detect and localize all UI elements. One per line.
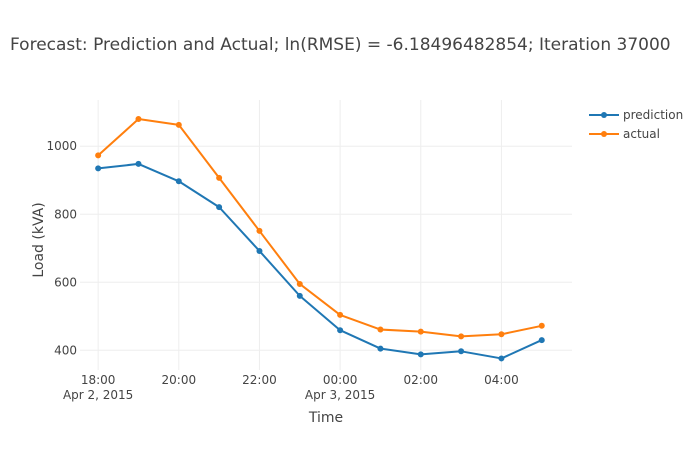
data-point-prediction[interactable] [175,178,182,185]
data-point-prediction[interactable] [498,355,505,362]
series-actual [95,116,545,340]
legend-label: prediction [623,108,683,122]
data-point-actual[interactable] [417,328,424,335]
data-point-prediction[interactable] [256,247,263,254]
series-prediction [95,160,545,362]
data-point-actual[interactable] [337,311,344,318]
x-tick-label: 04:00 [484,373,519,387]
series-line-actual [97,118,542,338]
series-line-prediction [98,162,543,360]
legend[interactable]: prediction actual [589,108,683,141]
series-layer [95,116,545,362]
legend-item-actual[interactable]: actual [589,127,660,141]
data-point-actual[interactable] [135,116,142,123]
y-tick-label: 800 [54,207,77,221]
y-tick-label: 600 [54,275,77,289]
data-point-actual[interactable] [216,174,223,181]
x-tick-label: 22:00 [242,373,277,387]
data-point-actual[interactable] [498,331,505,338]
x-tick-date-label: Apr 3, 2015 [305,388,375,402]
data-point-prediction[interactable] [95,165,102,172]
data-point-prediction[interactable] [135,160,142,167]
data-point-actual[interactable] [538,322,545,329]
data-point-actual[interactable] [458,333,465,340]
x-tick-date-label: Apr 2, 2015 [63,388,133,402]
y-axis-title: Load (kVA) [31,202,47,277]
y-axis-ticks: 400 600 800 1000 [46,139,77,357]
data-point-prediction[interactable] [458,348,465,355]
data-point-actual[interactable] [95,152,102,159]
data-point-prediction[interactable] [337,327,344,334]
x-tick-label: 18:00 [81,373,116,387]
y-tick-label: 400 [54,343,77,357]
data-point-prediction[interactable] [538,337,545,344]
grid [80,100,572,370]
y-tick-label: 1000 [46,139,77,153]
legend-label: actual [623,127,660,141]
x-axis-title: Time [308,410,343,426]
data-point-actual[interactable] [175,121,182,128]
data-point-prediction[interactable] [296,292,303,299]
data-point-actual[interactable] [296,280,303,287]
legend-swatch-marker [601,131,607,137]
data-point-prediction[interactable] [216,204,223,211]
data-point-prediction[interactable] [417,351,424,358]
legend-swatch-marker [601,112,607,118]
x-tick-label: 00:00 [323,373,358,387]
chart-title: Forecast: Prediction and Actual; ln(RMSE… [10,35,671,55]
data-point-actual[interactable] [377,326,384,333]
data-point-actual[interactable] [256,227,263,234]
x-tick-label: 02:00 [403,373,438,387]
x-tick-label: 20:00 [162,373,197,387]
legend-item-prediction[interactable]: prediction [589,108,683,122]
data-point-prediction[interactable] [377,345,384,352]
